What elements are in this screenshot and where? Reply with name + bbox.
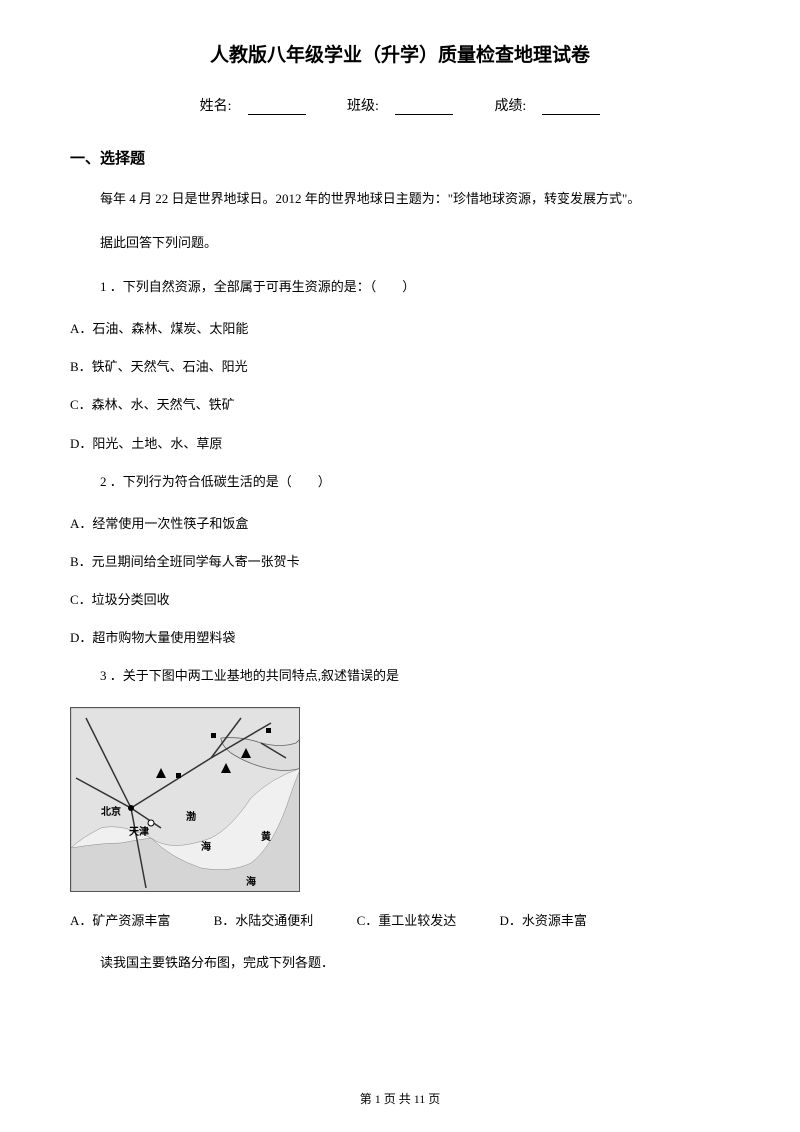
exam-title: 人教版八年级学业（升学）质量检查地理试卷 [70, 40, 730, 67]
score-blank [542, 101, 600, 115]
map-figure: 北京 天津 渤 海 黄 海 [70, 707, 300, 892]
q2-option-c: C．垃圾分类回收 [70, 589, 730, 611]
q3-option-c: C．重工业较发达 [357, 910, 457, 932]
score-label: 成绩: [494, 99, 526, 114]
intro-passage-1: 每年 4 月 22 日是世界地球日。2012 年的世界地球日主题为："珍惜地球资… [100, 188, 730, 210]
q2-option-d: D．超市购物大量使用塑料袋 [70, 627, 730, 649]
map-label-hai2: 海 [246, 873, 256, 888]
q2-option-b: B．元旦期间给全班同学每人寄一张贺卡 [70, 551, 730, 573]
map-label-hai: 海 [201, 838, 211, 853]
q3-option-d: D．水资源丰富 [499, 910, 586, 932]
q3-option-b: B．水陆交通便利 [214, 910, 314, 932]
footer-total-pages: 11 [414, 1092, 426, 1106]
section-1-header: 一、选择题 [70, 147, 730, 168]
map-label-beijing: 北京 [101, 803, 121, 818]
student-info-line: 姓名: 班级: 成绩: [70, 95, 730, 115]
q3-options-row: A．矿产资源丰富 B．水陆交通便利 C．重工业较发达 D．水资源丰富 [70, 910, 730, 932]
footer-suffix: 页 [425, 1092, 440, 1106]
footer-middle: 页 共 [381, 1092, 414, 1106]
footer-prefix: 第 [360, 1092, 375, 1106]
name-label: 姓名: [200, 99, 232, 114]
map-label-huang: 黄 [261, 828, 271, 843]
page-footer: 第 1 页 共 11 页 [0, 1090, 800, 1107]
q1-option-a: A．石油、森林、煤炭、太阳能 [70, 318, 730, 340]
question-2-text: 2 ．下列行为符合低碳生活的是（ ） [100, 471, 730, 493]
map-label-bo: 渤 [186, 808, 196, 823]
intro-passage-2: 据此回答下列问题。 [100, 232, 730, 254]
name-blank [248, 101, 306, 115]
class-blank [395, 101, 453, 115]
q2-option-a: A．经常使用一次性筷子和饭盒 [70, 513, 730, 535]
q1-option-d: D．阳光、土地、水、草原 [70, 433, 730, 455]
q3-followup-text: 读我国主要铁路分布图，完成下列各题． [100, 952, 730, 974]
map-label-tianjin: 天津 [129, 823, 149, 838]
q3-option-a: A．矿产资源丰富 [70, 910, 170, 932]
question-3-text: 3 ．关于下图中两工业基地的共同特点,叙述错误的是 [100, 665, 730, 687]
q1-option-c: C．森林、水、天然气、铁矿 [70, 394, 730, 416]
map-svg [71, 708, 300, 892]
class-label: 班级: [347, 99, 379, 114]
question-1-text: 1 ．下列自然资源，全部属于可再生资源的是：（ ） [100, 276, 730, 298]
q1-option-b: B．铁矿、天然气、石油、阳光 [70, 356, 730, 378]
